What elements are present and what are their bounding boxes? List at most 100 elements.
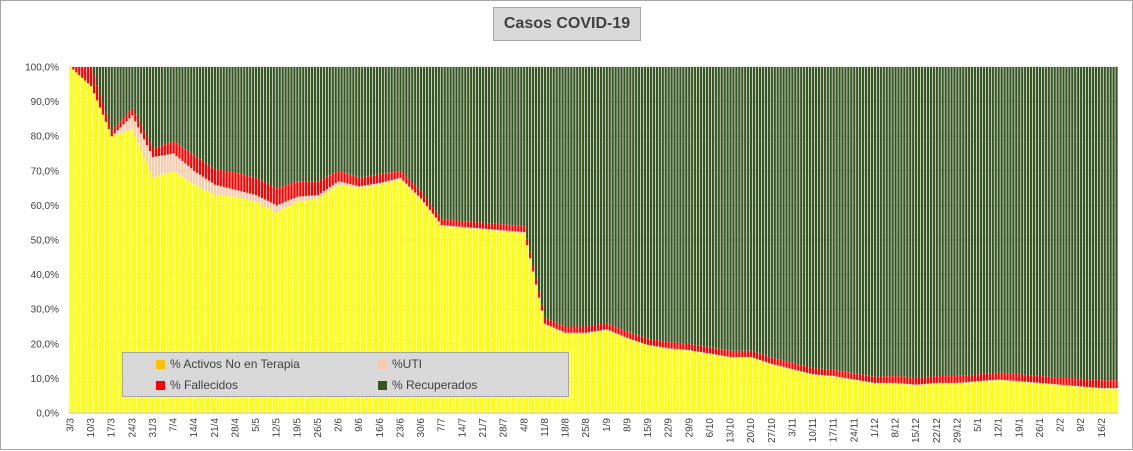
bar-segment [646,345,650,413]
bar-segment [582,333,585,413]
bar-segment [278,210,281,413]
legend-label-recuperados: % Recuperados [392,378,478,392]
bar-segment [92,67,96,77]
bar-segment [971,374,974,382]
x-tick-label: 17/11 [829,418,840,443]
bar-segment [340,67,343,172]
bar-segment [243,192,246,199]
bar-segment [1044,384,1047,413]
bar-segment [481,67,485,223]
bar-segment [1035,375,1039,383]
bar-segment [988,380,991,413]
bar-segment [888,67,891,377]
bar-segment [985,67,988,374]
bar-segment [113,127,116,134]
bar-segment [431,213,435,216]
bar-segment [175,67,178,144]
bar-segment [449,225,452,227]
bar-segment [599,324,602,331]
bar-segment [1012,381,1015,413]
bar-segment [853,380,856,413]
bar-segment [823,67,826,370]
bar-segment [835,377,838,413]
bar-segment [667,342,670,349]
bar-segment [216,195,219,413]
bar-segment [310,67,314,182]
bar-segment [1027,374,1030,382]
bar-segment [313,198,317,413]
bar-segment [1029,375,1033,383]
bar-segment [216,185,219,196]
bar-segment [791,67,794,363]
bar-segment [803,365,806,373]
bar-segment [293,67,296,183]
bar-segment [723,356,726,413]
bar-segment [425,199,429,207]
bar-segment [876,376,879,383]
bar-segment [870,383,874,413]
bar-segment [891,376,894,383]
bar-segment [982,381,986,413]
bar-segment [369,175,373,185]
bar-segment [381,67,384,174]
bar-segment [369,186,373,413]
bar-segment [254,67,258,178]
bar-segment [705,352,709,354]
bar-segment [219,67,222,171]
bar-segment [399,170,402,178]
bar-segment [523,67,526,227]
bar-segment [478,229,482,413]
bar-segment [290,67,293,184]
bar-segment [475,228,479,230]
bar-segment [576,332,579,334]
bar-segment [741,356,744,358]
bar-segment [399,179,402,413]
bar-segment [402,173,405,181]
bar-segment [372,67,376,176]
x-tick-label: 8/9 [622,418,633,432]
bar-segment [352,175,355,185]
bar-segment [134,114,137,122]
bar-segment [694,67,697,345]
bar-segment [134,136,137,413]
bar-segment [688,67,691,344]
bar-segment [579,67,582,327]
bar-segment [417,195,420,198]
bar-segment [673,348,676,350]
bar-segment [915,385,918,413]
bar-segment [490,223,493,230]
bar-segment [994,372,997,380]
bar-segment [1053,377,1056,385]
bar-segment [184,149,187,164]
bar-segment [396,180,399,413]
bar-segment [841,377,844,379]
bar-segment [564,332,567,334]
bar-segment [437,215,440,222]
bar-segment [903,384,906,413]
bar-segment [95,67,99,86]
axes: 0,0% 10,0% 20,0% 30,0% 40,0% 50,0% 60,0% 70,0% 8… [25,63,1118,443]
bar-segment [856,380,859,413]
bar-segment [752,357,756,359]
bar-segment [864,375,868,382]
bar-segment [529,67,532,253]
bar-segment [696,352,700,413]
bar-segment [508,231,511,413]
bar-segment [567,332,570,334]
bar-segment [169,67,172,143]
bar-segment [870,67,874,377]
bar-segment [679,343,682,350]
bar-segment [337,170,340,182]
bar-segment [679,349,682,350]
bar-segment [670,342,673,349]
bar-segment [832,369,835,376]
bar-segment [853,379,856,381]
bar-segment [803,372,806,413]
bar-segment [1068,67,1071,379]
bar-segment [119,127,122,134]
bar-segment [794,370,797,413]
bar-segment [402,67,405,174]
bar-segment [1021,382,1024,413]
bar-segment [867,375,871,382]
bar-segment [210,182,214,194]
